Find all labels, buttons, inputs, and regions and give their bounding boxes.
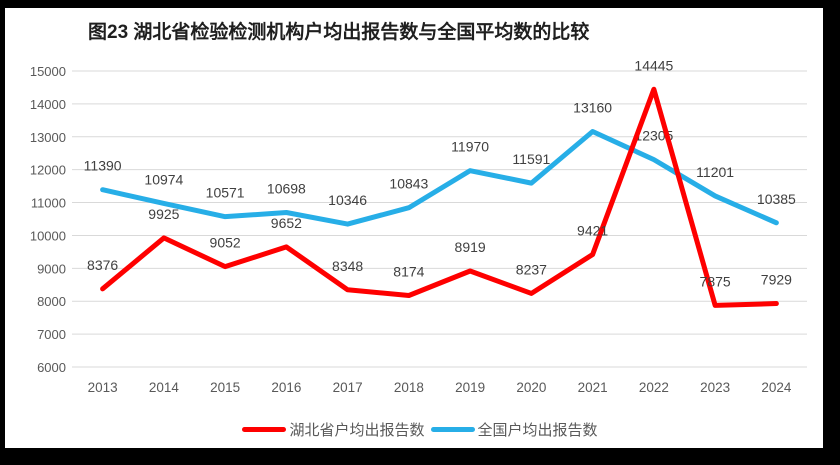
y-tick-label: 6000 — [37, 360, 66, 375]
chart-legend: 湖北省户均出报告数 全国户均出报告数 — [0, 419, 840, 440]
data-label: 11390 — [84, 158, 122, 174]
legend-label-national: 全国户均出报告数 — [477, 422, 598, 439]
x-tick-label: 2014 — [149, 380, 180, 395]
x-tick-label: 2019 — [455, 380, 485, 395]
y-tick-label: 13000 — [30, 130, 66, 145]
data-label: 9652 — [271, 215, 302, 231]
y-tick-label: 9000 — [37, 261, 66, 276]
x-tick-label: 2013 — [88, 380, 118, 395]
x-tick-label: 2024 — [761, 380, 792, 395]
data-label: 9925 — [148, 206, 179, 222]
chart-title: 图23 湖北省检验检测机构户均出报告数与全国平均数的比较 — [88, 22, 590, 43]
y-tick-label: 7000 — [37, 327, 66, 342]
x-tick-label: 2023 — [700, 380, 730, 395]
data-label: 8348 — [332, 258, 363, 274]
legend-item-hubei: 湖北省户均出报告数 — [242, 419, 425, 440]
data-label: 11201 — [696, 164, 734, 180]
data-label: 13160 — [573, 100, 612, 116]
legend-swatch-national-line-icon — [430, 427, 475, 432]
data-label: 8376 — [87, 257, 118, 273]
series-line-1 — [100, 129, 779, 227]
x-tick-label: 2015 — [210, 380, 240, 395]
data-label: 11970 — [451, 139, 489, 155]
data-label: 8919 — [455, 239, 486, 255]
y-tick-label: 15000 — [30, 64, 66, 79]
data-label: 10346 — [328, 192, 367, 208]
y-tick-label: 12000 — [30, 163, 66, 178]
data-label: 7929 — [761, 272, 792, 288]
x-tick-label: 2018 — [394, 380, 424, 395]
data-label: 9052 — [210, 235, 241, 251]
x-tick-label: 2020 — [516, 380, 546, 395]
data-label: 8174 — [393, 263, 424, 279]
y-tick-label: 11000 — [31, 196, 66, 211]
series-line-0 — [100, 86, 779, 308]
legend-label-hubei: 湖北省户均出报告数 — [289, 422, 425, 439]
data-label: 10843 — [389, 176, 428, 192]
y-tick-label: 14000 — [30, 97, 66, 112]
data-label: 10571 — [206, 185, 245, 201]
x-tick-label: 2021 — [578, 380, 608, 395]
x-tick-label: 2016 — [271, 380, 301, 395]
x-tick-label: 2022 — [639, 380, 669, 395]
x-tick-label: 2017 — [333, 380, 363, 395]
y-tick-label: 8000 — [37, 294, 66, 309]
data-label: 10385 — [757, 191, 796, 207]
data-label: 10698 — [267, 180, 306, 196]
data-label: 10974 — [144, 171, 183, 187]
y-tick-label: 10000 — [30, 228, 66, 243]
data-label: 8237 — [516, 261, 547, 277]
data-label: 11591 — [512, 151, 550, 167]
data-label: 7875 — [700, 273, 731, 289]
legend-swatch-hubei-line-icon — [242, 427, 287, 432]
legend-item-national: 全国户均出报告数 — [430, 419, 598, 440]
data-label: 14445 — [634, 57, 673, 73]
data-label: 9421 — [577, 222, 608, 238]
